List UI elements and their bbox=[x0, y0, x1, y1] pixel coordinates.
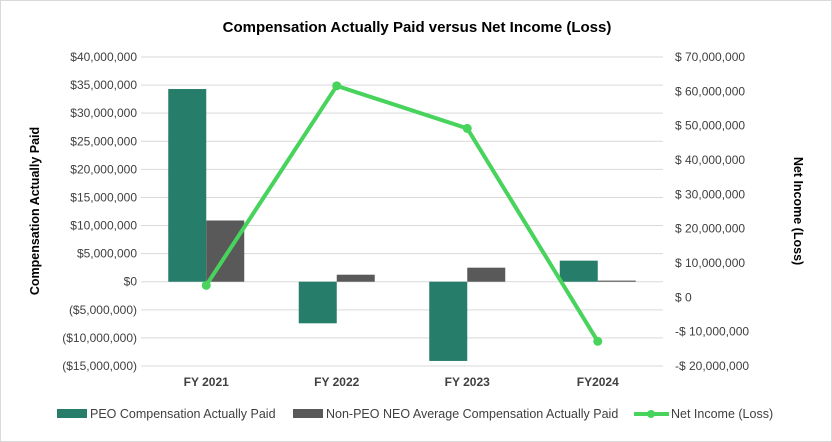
net-income-point bbox=[462, 123, 472, 133]
y-tick-label: $35,000,000 bbox=[70, 78, 137, 92]
legend-marker-net-income bbox=[647, 410, 655, 418]
y2-tick-label: -$ 20,000,000 bbox=[675, 359, 749, 373]
x-tick-label: FY 2021 bbox=[184, 375, 229, 389]
bar-peo bbox=[168, 89, 207, 282]
x-tick-label: FY 2023 bbox=[445, 375, 490, 389]
bar-peo bbox=[429, 281, 468, 361]
net-income-line bbox=[204, 83, 600, 343]
y2-tick-label: $ 50,000,000 bbox=[675, 119, 745, 133]
y-tick-label: $20,000,000 bbox=[70, 162, 137, 176]
net-income-point bbox=[593, 336, 603, 346]
y2-tick-label: $ 0 bbox=[675, 290, 692, 304]
y2-axis-title: Net Income (Loss) bbox=[791, 157, 805, 265]
y-tick-label: ($5,000,000) bbox=[69, 303, 137, 317]
y-tick-label: $5,000,000 bbox=[77, 247, 137, 261]
bar-non-peo bbox=[597, 280, 636, 282]
bar-non-peo bbox=[467, 267, 506, 282]
y-tick-label: $40,000,000 bbox=[70, 50, 137, 64]
y-tick-label: ($10,000,000) bbox=[62, 331, 137, 345]
net-income-point bbox=[201, 280, 211, 290]
y2-tick-label: $ 70,000,000 bbox=[675, 50, 745, 64]
x-tick-label: FY2024 bbox=[577, 375, 619, 389]
legend-swatch-non-peo bbox=[293, 409, 323, 418]
y-tick-label: $0 bbox=[124, 275, 138, 289]
y2-tick-label: $ 10,000,000 bbox=[675, 256, 745, 270]
legend-swatch-peo bbox=[57, 409, 87, 418]
legend-label-peo: PEO Compensation Actually Paid bbox=[90, 407, 276, 421]
y2-tick-label: $ 20,000,000 bbox=[675, 222, 745, 236]
bar-peo bbox=[559, 260, 598, 282]
y-tick-label: $15,000,000 bbox=[70, 190, 137, 204]
y2-tick-label: $ 40,000,000 bbox=[675, 153, 745, 167]
bar-non-peo bbox=[206, 220, 245, 282]
y-tick-label: $30,000,000 bbox=[70, 106, 137, 120]
bar-non-peo bbox=[336, 274, 375, 282]
y-tick-label: $25,000,000 bbox=[70, 134, 137, 148]
y-tick-label: ($15,000,000) bbox=[62, 359, 137, 373]
chart-title: Compensation Actually Paid versus Net In… bbox=[223, 19, 612, 36]
bar-peo bbox=[298, 281, 337, 324]
y-axis-title: Compensation Actually Paid bbox=[28, 127, 42, 295]
legend-label-net-income: Net Income (Loss) bbox=[671, 407, 773, 421]
y2-tick-label: $ 60,000,000 bbox=[675, 84, 745, 98]
legend-label-non-peo: Non-PEO NEO Average Compensation Actuall… bbox=[326, 407, 618, 421]
net-income-point bbox=[332, 81, 342, 91]
y2-tick-label: -$ 10,000,000 bbox=[675, 325, 749, 339]
x-tick-label: FY 2022 bbox=[314, 375, 359, 389]
y-tick-label: $10,000,000 bbox=[70, 219, 137, 233]
y2-tick-label: $ 30,000,000 bbox=[675, 187, 745, 201]
